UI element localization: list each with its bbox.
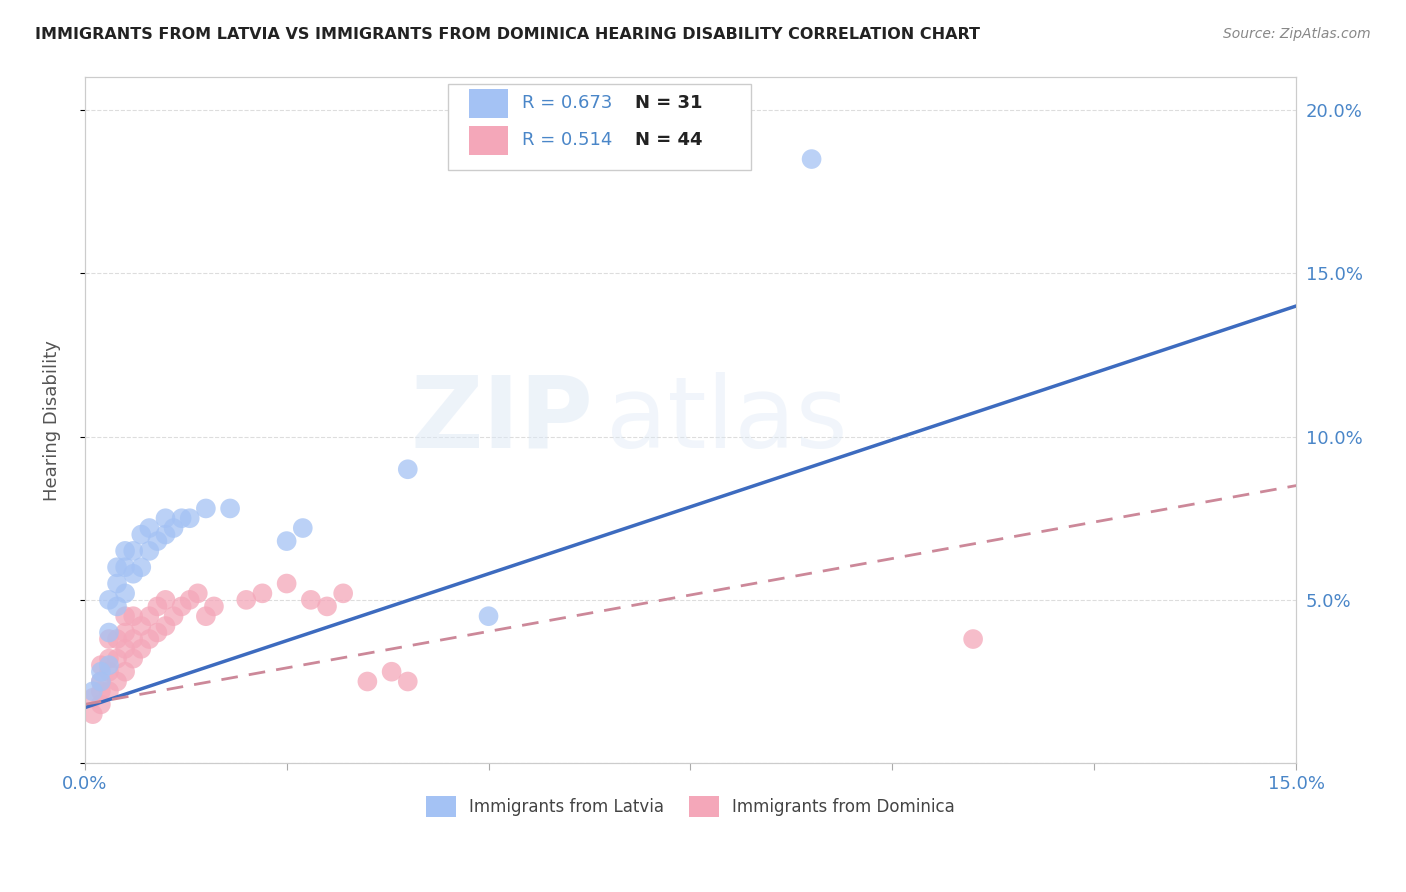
Point [114,665,136,679]
Point [97,592,120,607]
Point [129,619,152,633]
Point [97,665,120,679]
Point [105,560,128,574]
Point [396,462,419,476]
Point [179,511,201,525]
Point [962,632,984,646]
Point [155,592,177,607]
Point [90,674,112,689]
Point [138,609,160,624]
Point [146,534,169,549]
Point [291,521,314,535]
Point [82,684,104,698]
Point [105,632,128,646]
Point [97,625,120,640]
Point [155,511,177,525]
Point [90,684,112,698]
Text: atlas: atlas [606,372,848,469]
Point [194,501,217,516]
Point [129,641,152,656]
Point [179,592,201,607]
Point [235,592,257,607]
Point [90,658,112,673]
Legend: Immigrants from Latvia, Immigrants from Dominica: Immigrants from Latvia, Immigrants from … [419,789,962,823]
Point [219,501,242,516]
Point [155,619,177,633]
Point [97,658,120,673]
Point [105,674,128,689]
Point [146,625,169,640]
FancyBboxPatch shape [468,89,508,118]
Point [82,707,104,722]
Point [114,609,136,624]
Text: N = 31: N = 31 [634,95,702,112]
FancyBboxPatch shape [468,126,508,154]
Point [122,544,145,558]
Point [138,632,160,646]
Point [162,521,184,535]
Point [90,674,112,689]
Point [97,684,120,698]
Text: R = 0.673: R = 0.673 [522,95,613,112]
Point [122,609,145,624]
Point [396,674,419,689]
Point [114,560,136,574]
Text: R = 0.514: R = 0.514 [522,131,613,149]
Point [122,632,145,646]
Point [477,609,499,624]
Text: N = 44: N = 44 [634,131,702,149]
Point [114,586,136,600]
Text: IMMIGRANTS FROM LATVIA VS IMMIGRANTS FROM DOMINICA HEARING DISABILITY CORRELATIO: IMMIGRANTS FROM LATVIA VS IMMIGRANTS FRO… [35,27,980,42]
Point [276,576,298,591]
Point [170,599,193,614]
Point [129,560,152,574]
Point [356,674,378,689]
Point [194,609,217,624]
Point [252,586,274,600]
Point [146,599,169,614]
Point [138,521,160,535]
Point [800,152,823,166]
Point [114,641,136,656]
Point [170,511,193,525]
Point [276,534,298,549]
Point [162,609,184,624]
Y-axis label: Hearing Disability: Hearing Disability [44,340,60,500]
Point [138,544,160,558]
Point [114,544,136,558]
Point [316,599,339,614]
Point [97,651,120,665]
Point [105,651,128,665]
Point [122,566,145,581]
Point [155,527,177,541]
Point [97,632,120,646]
FancyBboxPatch shape [449,85,751,170]
Point [381,665,404,679]
Text: ZIP: ZIP [411,372,593,469]
Point [299,592,322,607]
Point [122,651,145,665]
Point [105,576,128,591]
Point [187,586,209,600]
Point [202,599,225,614]
Point [105,599,128,614]
Point [332,586,354,600]
Point [90,665,112,679]
Point [129,527,152,541]
Point [82,690,104,705]
Point [90,698,112,712]
Point [114,625,136,640]
Text: Source: ZipAtlas.com: Source: ZipAtlas.com [1223,27,1371,41]
